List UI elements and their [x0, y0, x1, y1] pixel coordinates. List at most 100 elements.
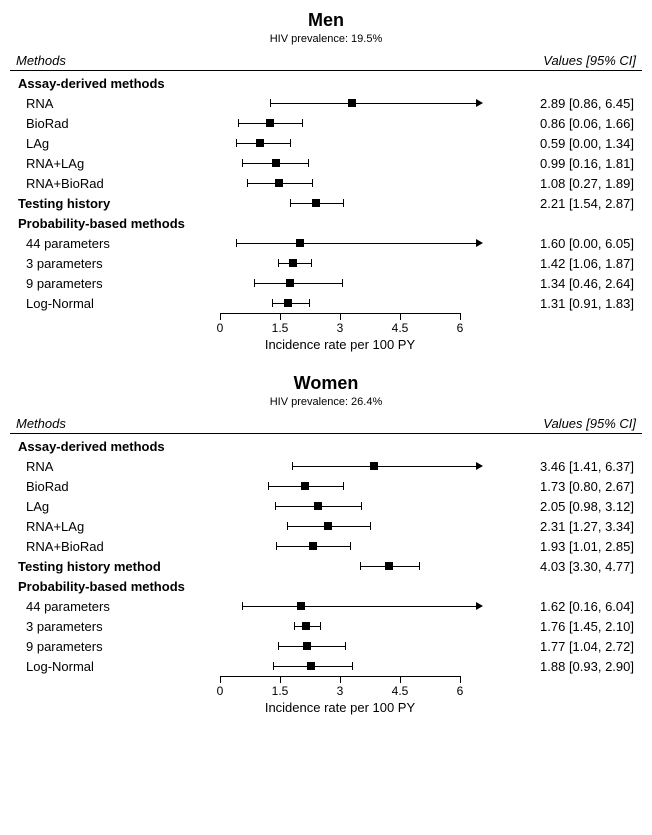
- ci-cap-low: [276, 542, 277, 550]
- ci-cap-low: [272, 299, 273, 307]
- column-headers: MethodsValues [95% CI]: [10, 53, 642, 70]
- ci-cap-high: [343, 482, 344, 490]
- group-label: Probability-based methods: [10, 216, 218, 231]
- ci-cap-high: [320, 622, 321, 630]
- group-label: Assay-derived methods: [10, 76, 218, 91]
- ci-cap-high: [302, 119, 303, 127]
- group-label: Testing history: [10, 196, 218, 211]
- axis-tick: [340, 313, 341, 320]
- forest-row: Probability-based methods: [10, 576, 642, 596]
- forest-row: 44 parameters1.62 [0.16, 6.04]: [10, 596, 642, 616]
- forest-row: Log-Normal 1.31 [0.91, 1.83]: [10, 293, 642, 313]
- plot-cell: [226, 496, 486, 516]
- axis-title: Incidence rate per 100 PY: [210, 337, 470, 352]
- axis-tick-label: 4.5: [392, 684, 409, 698]
- axis-tick-label: 4.5: [392, 321, 409, 335]
- axis-tick-label: 6: [457, 684, 464, 698]
- ci-line: [278, 646, 345, 647]
- plot-cell: [226, 636, 486, 656]
- method-label: 3 parameters: [10, 256, 226, 271]
- axis-tick: [400, 313, 401, 320]
- ci-cap-low: [247, 179, 248, 187]
- value-text: 1.88 [0.93, 2.90]: [486, 659, 642, 674]
- plot-cell: [226, 133, 486, 153]
- point-estimate: [284, 299, 292, 307]
- forest-row: 9 parameters 1.77 [1.04, 2.72]: [10, 636, 642, 656]
- value-text: 1.60 [0.00, 6.05]: [486, 236, 642, 251]
- method-label: 9 parameters: [10, 639, 226, 654]
- ci-cap-low: [290, 199, 291, 207]
- point-estimate: [302, 622, 310, 630]
- method-label: Log-Normal: [10, 659, 226, 674]
- method-label: 9 parameters: [10, 276, 226, 291]
- axis-tick-label: 0: [217, 321, 224, 335]
- plot-cell: [226, 476, 486, 496]
- methods-header: Methods: [16, 416, 66, 431]
- plot-cell: [218, 213, 478, 233]
- value-text: 3.46 [1.41, 6.37]: [486, 459, 642, 474]
- axis-tick: [220, 676, 221, 683]
- point-estimate: [297, 602, 305, 610]
- ci-line: [254, 283, 341, 284]
- point-estimate: [348, 99, 356, 107]
- axis-plot: 01.534.56Incidence rate per 100 PY: [210, 313, 470, 353]
- plot-cell: [226, 456, 486, 476]
- value-text: 4.03 [3.30, 4.77]: [478, 559, 642, 574]
- point-estimate: [312, 199, 320, 207]
- plot-cell: [218, 436, 478, 456]
- value-text: 1.93 [1.01, 2.85]: [486, 539, 642, 554]
- point-estimate: [296, 239, 304, 247]
- forest-row: BioRad0.86 [0.06, 1.66]: [10, 113, 642, 133]
- forest-row: RNA2.89 [0.86, 6.45]: [10, 93, 642, 113]
- plot-cell: [226, 173, 486, 193]
- method-label: Log-Normal: [10, 296, 226, 311]
- method-label: RNA+BioRad: [10, 539, 226, 554]
- forest-row: RNA+LAg2.31 [1.27, 3.34]: [10, 516, 642, 536]
- value-text: 1.31 [0.91, 1.83]: [486, 296, 642, 311]
- group-label: Testing history method: [10, 559, 218, 574]
- forest-row: 9 parameters 1.34 [0.46, 2.64]: [10, 273, 642, 293]
- header-rule: [10, 433, 642, 434]
- method-label: 3 parameters: [10, 619, 226, 634]
- header-rule: [10, 70, 642, 71]
- value-text: 1.42 [1.06, 1.87]: [486, 256, 642, 271]
- forest-row: RNA+BioRad1.08 [0.27, 1.89]: [10, 173, 642, 193]
- value-text: 1.34 [0.46, 2.64]: [486, 276, 642, 291]
- forest-row: LAg2.05 [0.98, 3.12]: [10, 496, 642, 516]
- axis-tick: [280, 676, 281, 683]
- ci-cap-low: [236, 139, 237, 147]
- ci-cap-low: [360, 562, 361, 570]
- point-estimate: [256, 139, 264, 147]
- method-label: 44 parameters: [10, 236, 226, 251]
- ci-cap-high: [361, 502, 362, 510]
- plot-cell: [218, 193, 478, 213]
- ci-cap-high: [308, 159, 309, 167]
- ci-cap-low: [278, 642, 279, 650]
- plot-cell: [226, 293, 486, 313]
- value-text: 1.77 [1.04, 2.72]: [486, 639, 642, 654]
- method-label: BioRad: [10, 479, 226, 494]
- ci-cap-low: [287, 522, 288, 530]
- plot-cell: [218, 73, 478, 93]
- axis-plot: 01.534.56Incidence rate per 100 PY: [210, 676, 470, 716]
- ci-cap-high: [309, 299, 310, 307]
- plot-cell: [226, 596, 486, 616]
- ci-cap-low: [278, 259, 279, 267]
- method-label: RNA+BioRad: [10, 176, 226, 191]
- method-label: 44 parameters: [10, 599, 226, 614]
- arrow-icon: [476, 602, 483, 610]
- value-text: 2.21 [1.54, 2.87]: [478, 196, 642, 211]
- forest-row: Assay-derived methods: [10, 73, 642, 93]
- ci-cap-low: [273, 662, 274, 670]
- column-headers: MethodsValues [95% CI]: [10, 416, 642, 433]
- value-text: 1.73 [0.80, 2.67]: [486, 479, 642, 494]
- plot-cell: [226, 656, 486, 676]
- forest-row: RNA3.46 [1.41, 6.37]: [10, 456, 642, 476]
- ci-cap-low: [236, 239, 237, 247]
- ci-cap-low: [242, 159, 243, 167]
- ci-line: [292, 466, 476, 467]
- value-text: 2.05 [0.98, 3.12]: [486, 499, 642, 514]
- forest-row: 3 parameters1.76 [1.45, 2.10]: [10, 616, 642, 636]
- method-label: RNA+LAg: [10, 519, 226, 534]
- forest-row: BioRad 1.73 [0.80, 2.67]: [10, 476, 642, 496]
